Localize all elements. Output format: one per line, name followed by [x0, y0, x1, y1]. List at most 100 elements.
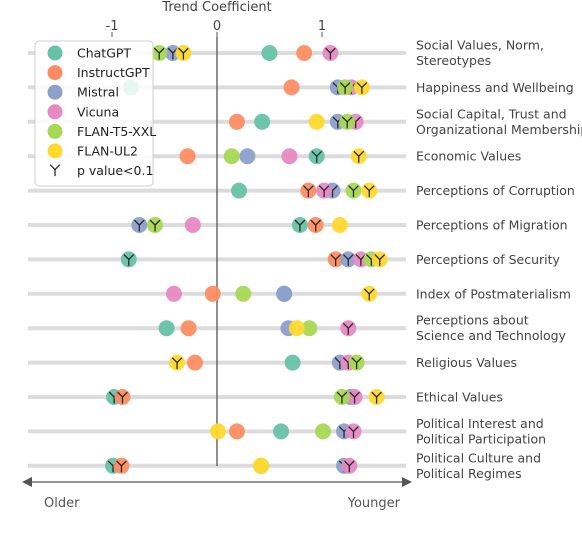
data-point-flan-t5-xxl — [339, 113, 356, 130]
data-point-instructgpt — [204, 285, 221, 302]
category-label: Ethical Values — [416, 390, 503, 405]
data-point-flan-t5-xxl — [333, 389, 350, 405]
category-label: Perceptions of Corruption — [416, 183, 575, 198]
older-label: Older — [44, 496, 80, 511]
x-tick-label: 1 — [318, 19, 326, 34]
data-point-flan-ul2 — [308, 113, 325, 130]
legend-swatch-icon — [47, 104, 63, 120]
data-point-instructgpt — [114, 389, 131, 405]
left-arrow-icon — [22, 477, 32, 487]
legend-item: Vicuna — [47, 104, 119, 120]
category-label: Happiness and Wellbeing — [416, 80, 574, 95]
data-point-flan-t5-xxl — [235, 285, 252, 302]
category-label: Social Values, Norm, Stereotypes — [416, 38, 544, 69]
data-point-flan-ul2 — [253, 457, 270, 474]
data-point-flan-ul2 — [361, 285, 378, 302]
x-ticks: -1 0 1 — [106, 19, 326, 37]
x-axis-title: Trend Coefficient — [161, 0, 271, 15]
data-point-chatgpt — [254, 113, 271, 130]
data-point-mistral — [276, 285, 293, 302]
svg-text:Mistral: Mistral — [77, 85, 119, 100]
legend-item: ChatGPT — [47, 45, 131, 61]
x-tick-label: -1 — [106, 19, 119, 34]
data-point-vicuna — [346, 389, 363, 405]
data-point-instructgpt — [186, 354, 203, 371]
data-point-flan-ul2 — [175, 45, 192, 61]
data-point-mistral — [340, 251, 357, 268]
legend-item: InstructGPT — [47, 65, 150, 81]
data-point-flan-ul2 — [361, 182, 378, 199]
data-point-flan-ul2 — [368, 389, 385, 405]
data-point-chatgpt — [158, 320, 175, 337]
data-point-flan-ul2 — [331, 217, 348, 233]
legend-swatch-icon — [47, 143, 63, 159]
legend-swatch-icon — [47, 45, 63, 61]
data-point-chatgpt — [120, 251, 137, 268]
category-label: Political Interest and Political Particip… — [416, 416, 546, 447]
category-label: Perceptions of Security — [416, 252, 561, 267]
data-point-flan-ul2 — [288, 320, 305, 337]
legend-item: FLAN-T5-XXL — [47, 123, 156, 139]
data-point-flan-ul2 — [210, 423, 227, 440]
svg-text:ChatGPT: ChatGPT — [77, 46, 131, 61]
data-point-instructgpt — [300, 182, 317, 199]
svg-text:p value<0.1: p value<0.1 — [77, 163, 153, 178]
data-point-instructgpt — [296, 45, 313, 61]
data-point-vicuna — [281, 148, 298, 165]
category-label: Perceptions of Migration — [416, 218, 568, 233]
data-points — [105, 45, 388, 474]
data-point-instructgpt — [327, 251, 344, 268]
data-point-chatgpt — [291, 217, 308, 233]
data-point-chatgpt — [231, 182, 248, 199]
x-tick-label: 0 — [213, 19, 221, 34]
category-label: Economic Values — [416, 149, 521, 164]
data-point-flan-t5-xxl — [345, 182, 362, 199]
legend-swatch-icon — [47, 123, 63, 139]
data-point-vicuna — [165, 285, 182, 302]
data-point-flan-t5-xxl — [315, 423, 332, 440]
data-point-flan-t5-xxl — [348, 354, 365, 371]
data-point-vicuna — [184, 217, 201, 233]
svg-text:Vicuna: Vicuna — [77, 104, 119, 119]
svg-text:FLAN-UL2: FLAN-UL2 — [77, 144, 138, 159]
category-label: Social Capital, Trust and Organizational … — [416, 106, 582, 137]
data-point-flan-t5-xxl — [151, 45, 168, 61]
younger-label: Younger — [347, 496, 401, 511]
data-point-flan-ul2 — [350, 148, 367, 165]
data-point-flan-t5-xxl — [223, 148, 240, 165]
data-point-mistral — [239, 148, 256, 165]
category-label: Perceptions about Science and Technology — [416, 313, 567, 344]
data-point-instructgpt — [113, 457, 130, 474]
data-point-mistral — [131, 217, 148, 233]
data-point-instructgpt — [179, 148, 196, 165]
data-point-vicuna — [322, 45, 339, 61]
data-point-flan-ul2 — [353, 79, 370, 96]
data-point-flan-t5-xxl — [337, 79, 354, 96]
data-point-vicuna — [316, 182, 333, 199]
category-label: Religious Values — [416, 355, 517, 370]
legend-swatch-icon — [47, 65, 63, 81]
legend: ChatGPT InstructGPT Mistral Vicuna FLAN-T5-X… — [34, 40, 156, 187]
legend-item: FLAN-UL2 — [47, 143, 138, 159]
svg-text:InstructGPT: InstructGPT — [77, 65, 150, 80]
data-point-chatgpt — [284, 354, 301, 371]
data-point-vicuna — [345, 423, 362, 440]
data-point-flan-ul2 — [371, 251, 388, 268]
data-point-instructgpt — [228, 113, 245, 130]
data-point-flan-ul2 — [169, 354, 186, 371]
data-point-instructgpt — [283, 79, 300, 96]
data-point-chatgpt — [308, 148, 325, 165]
data-point-instructgpt — [228, 423, 245, 440]
data-point-chatgpt — [261, 45, 278, 61]
data-point-instructgpt — [307, 217, 324, 233]
legend-box — [34, 40, 154, 187]
legend-swatch-icon — [47, 84, 63, 100]
category-label: Index of Postmaterialism — [416, 286, 571, 301]
legend-item-significance: p value<0.1 — [49, 163, 153, 178]
data-point-flan-t5-xxl — [301, 320, 318, 337]
data-point-instructgpt — [180, 320, 197, 337]
data-point-vicuna — [340, 320, 357, 337]
legend-item: Mistral — [47, 84, 119, 100]
